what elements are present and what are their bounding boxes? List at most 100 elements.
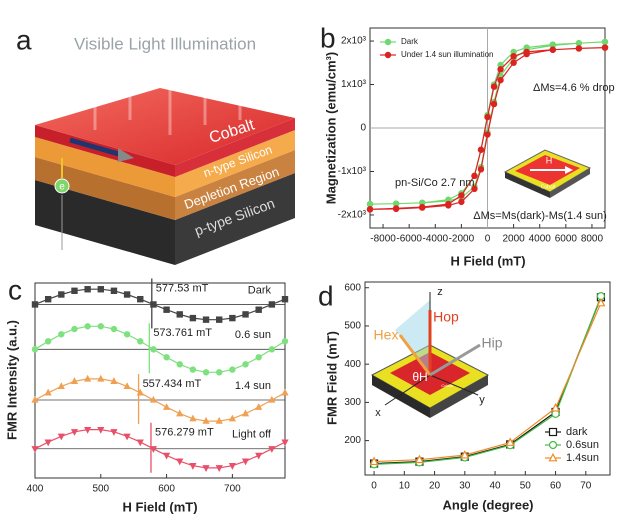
marker — [596, 297, 606, 307]
panel-label: d — [318, 280, 334, 311]
marker — [497, 66, 504, 73]
marker — [123, 291, 131, 298]
marker — [31, 446, 39, 453]
marker — [484, 131, 491, 138]
marker — [255, 354, 262, 361]
light-beams — [93, 55, 242, 135]
marker — [216, 316, 223, 323]
marker — [58, 331, 65, 338]
marker — [268, 395, 276, 403]
marker — [241, 458, 250, 466]
marker — [189, 414, 197, 422]
marker — [189, 366, 197, 373]
annotation: ΔMs=4.6 % drop — [533, 82, 615, 94]
marker — [137, 338, 144, 345]
marker — [149, 446, 158, 453]
marker — [84, 286, 91, 293]
legend-label: 1.4sun — [566, 452, 599, 464]
marker — [484, 113, 491, 121]
x-tick-label: 600 — [158, 484, 175, 495]
marker — [71, 325, 78, 333]
marker — [162, 452, 171, 460]
marker — [110, 287, 118, 295]
marker — [44, 439, 52, 447]
series-label: Dark — [248, 284, 272, 296]
x-tick-label: -4000 — [422, 234, 448, 245]
inset-label: y — [479, 394, 485, 406]
marker — [123, 433, 131, 441]
series-label: 0.6 sun — [235, 329, 271, 341]
marker — [31, 346, 39, 353]
y-tick-label: 400 — [344, 359, 361, 370]
layer-face — [175, 130, 295, 197]
legend-label: 0.6sun — [566, 439, 599, 451]
marker — [281, 295, 289, 303]
x-tick-label: 500 — [92, 484, 109, 495]
inset-d — [370, 292, 490, 418]
layer-face — [175, 118, 295, 177]
inset-label: Hop — [433, 309, 459, 325]
marker — [242, 361, 249, 368]
marker — [97, 323, 104, 330]
x-tick-label: 6000 — [555, 234, 578, 245]
marker — [549, 46, 556, 53]
inset-arrow — [398, 334, 432, 376]
marker — [44, 388, 52, 396]
marker — [268, 301, 276, 308]
layer-face — [175, 173, 295, 265]
layer-face — [35, 180, 175, 265]
layer-face — [35, 137, 175, 197]
marker — [216, 369, 223, 376]
inset-label: Cobalt — [541, 184, 556, 190]
marker — [392, 205, 400, 212]
marker — [228, 414, 236, 422]
marker — [458, 198, 465, 206]
legend-marker — [384, 51, 392, 59]
marker — [202, 416, 210, 424]
panel-label: a — [16, 24, 32, 55]
marker — [149, 395, 158, 403]
x-tick-label: 60 — [550, 481, 562, 492]
marker — [202, 369, 210, 376]
marker — [229, 314, 236, 322]
marker — [123, 382, 131, 390]
marker — [497, 76, 504, 84]
marker — [202, 316, 210, 323]
marker — [189, 463, 197, 470]
inset-label: Cobalt — [441, 383, 453, 388]
x-axis-label: H Field (mT) — [122, 499, 197, 514]
series-label: 1.4 sun — [235, 380, 271, 392]
inset-slab — [505, 172, 550, 198]
marker — [228, 463, 236, 470]
cobalt-top — [35, 88, 295, 165]
marker — [97, 426, 105, 434]
marker — [241, 409, 250, 417]
marker — [510, 59, 517, 66]
marker — [255, 403, 263, 410]
illustration-title: Visible Light Illumination — [74, 34, 256, 53]
marker — [123, 331, 131, 338]
x-axis-label: H Field (mT) — [450, 253, 525, 268]
marker — [460, 449, 470, 459]
inset-arrow — [429, 343, 481, 377]
inset-label: H — [546, 155, 553, 165]
marker — [189, 314, 197, 322]
y-tick-label: 300 — [344, 397, 361, 408]
marker — [255, 452, 263, 460]
y-tick-label: 2x10³ — [341, 36, 367, 47]
marker — [268, 346, 276, 353]
marker — [575, 45, 583, 52]
marker — [70, 377, 79, 384]
electron — [54, 178, 70, 194]
marker — [414, 454, 424, 464]
legend-label: Dark — [401, 37, 419, 46]
panel-label: c — [8, 274, 22, 305]
marker — [215, 416, 223, 424]
marker — [136, 439, 144, 447]
y-tick-label: 500 — [344, 321, 361, 332]
marker — [268, 446, 276, 453]
marker — [44, 338, 52, 345]
x-tick-label: 2000 — [502, 234, 525, 245]
marker — [176, 458, 184, 466]
